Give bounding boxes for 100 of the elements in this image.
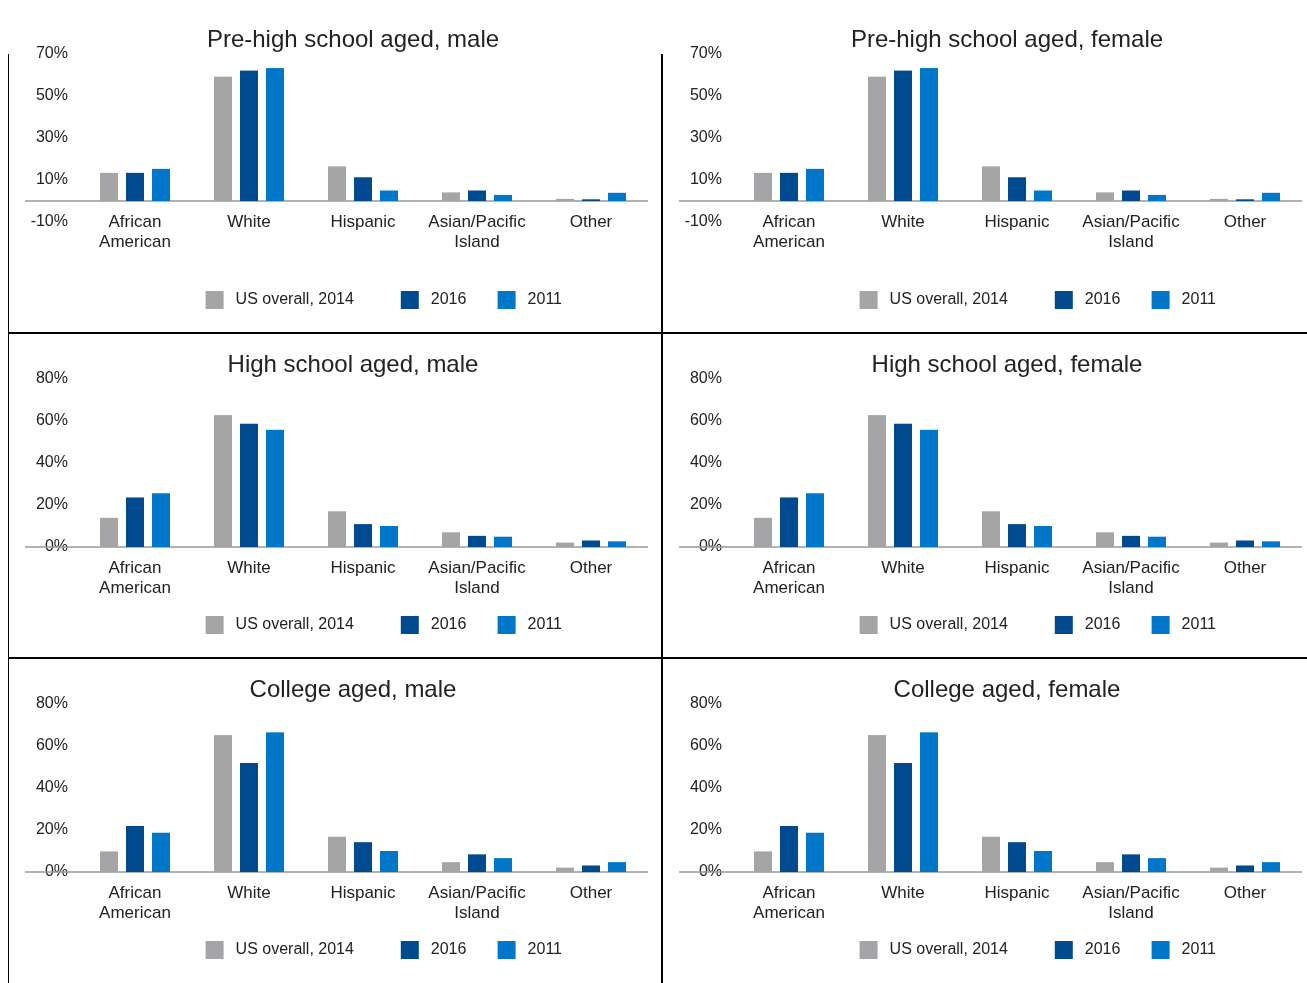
bar — [920, 429, 938, 547]
bar — [152, 832, 170, 872]
bar — [354, 177, 372, 201]
legend-label: 2011 — [527, 615, 563, 633]
chart-title: High school aged, female — [871, 350, 1143, 378]
bar — [442, 192, 460, 201]
x-tick-label: Hispanic — [330, 211, 397, 231]
bar — [868, 76, 886, 201]
bar — [126, 826, 144, 872]
x-tick-label: White — [227, 211, 271, 231]
bar — [1210, 867, 1228, 872]
x-tick-label: African American — [99, 211, 171, 251]
bar — [380, 851, 398, 872]
bar — [214, 735, 232, 872]
x-tick-label: White — [881, 557, 925, 577]
x-tick-label: Hispanic — [984, 211, 1051, 231]
bar — [214, 76, 232, 201]
y-tick-label: 80% — [35, 694, 68, 712]
x-tick-label: White — [881, 211, 925, 231]
legend-label: US overall, 2014 — [889, 940, 1008, 958]
y-tick-label: 20% — [35, 820, 68, 838]
bar — [868, 735, 886, 872]
bar — [100, 851, 118, 872]
bar — [1262, 192, 1280, 201]
y-tick-label: 10% — [35, 170, 68, 188]
chart-title: High school aged, male — [227, 350, 479, 378]
y-tick-label: -10% — [30, 212, 68, 230]
x-tick-label: Hispanic — [330, 882, 397, 902]
bar — [780, 497, 798, 547]
y-tick-label: 60% — [35, 411, 68, 429]
bar — [1008, 177, 1026, 201]
bar — [1122, 535, 1140, 547]
bar — [1034, 526, 1052, 547]
bar — [1096, 532, 1114, 547]
bar — [328, 166, 346, 201]
y-tick-label: 0% — [44, 537, 68, 555]
bar — [152, 493, 170, 547]
bar — [1148, 536, 1166, 547]
y-tick-label: 40% — [35, 453, 68, 471]
y-tick-label: 20% — [689, 820, 722, 838]
bar — [328, 511, 346, 547]
bar — [354, 842, 372, 872]
x-tick-label: Other — [569, 557, 613, 577]
bar — [1148, 858, 1166, 872]
y-tick-label: 0% — [44, 862, 68, 880]
bar — [982, 166, 1000, 201]
x-tick-label: Other — [569, 211, 613, 231]
legend-label: 2016 — [430, 290, 467, 308]
y-tick-label: -10% — [684, 212, 722, 230]
bar — [608, 192, 626, 201]
bar — [608, 541, 626, 547]
bar — [894, 423, 912, 547]
bar — [982, 836, 1000, 872]
bar — [582, 540, 600, 547]
bar — [100, 517, 118, 547]
bar — [240, 423, 258, 547]
bar — [266, 732, 284, 872]
bar — [266, 429, 284, 547]
bar — [582, 865, 600, 872]
x-tick-label: Asian/Pacific Island — [1082, 211, 1181, 251]
bar — [354, 524, 372, 547]
bar — [1034, 851, 1052, 872]
bar — [240, 70, 258, 201]
bar — [380, 190, 398, 201]
y-tick-label: 10% — [689, 170, 722, 188]
x-tick-label: Asian/Pacific Island — [428, 882, 527, 922]
y-tick-label: 70% — [35, 44, 68, 62]
x-tick-label: African American — [753, 557, 825, 597]
bar — [806, 168, 824, 201]
legend-label: 2016 — [1084, 615, 1121, 633]
x-tick-label: Asian/Pacific Island — [1082, 882, 1181, 922]
bar — [982, 511, 1000, 547]
x-tick-label: African American — [99, 882, 171, 922]
y-tick-label: 70% — [689, 44, 722, 62]
legend-label: 2016 — [1084, 940, 1121, 958]
chart-title: College aged, female — [893, 675, 1121, 703]
x-tick-label: Other — [1223, 882, 1267, 902]
bar — [556, 198, 574, 201]
bar — [1148, 194, 1166, 201]
legend-label: 2011 — [1181, 290, 1217, 308]
bar — [494, 858, 512, 872]
legend-label: 2016 — [430, 940, 467, 958]
bar — [1262, 541, 1280, 547]
chart-title: Pre-high school aged, female — [850, 25, 1164, 53]
bar — [1096, 862, 1114, 872]
bar — [754, 172, 772, 201]
x-tick-label: White — [227, 557, 271, 577]
x-tick-label: African American — [99, 557, 171, 597]
bar — [1210, 542, 1228, 547]
y-tick-label: 60% — [35, 736, 68, 754]
x-tick-label: Other — [1223, 211, 1267, 231]
y-tick-label: 40% — [689, 778, 722, 796]
bar — [1034, 190, 1052, 201]
y-tick-label: 60% — [689, 411, 722, 429]
bar — [328, 836, 346, 872]
x-tick-label: Asian/Pacific Island — [428, 211, 527, 251]
bar — [1236, 865, 1254, 872]
bar — [1008, 842, 1026, 872]
bar — [1096, 192, 1114, 201]
y-tick-label: 0% — [698, 862, 722, 880]
